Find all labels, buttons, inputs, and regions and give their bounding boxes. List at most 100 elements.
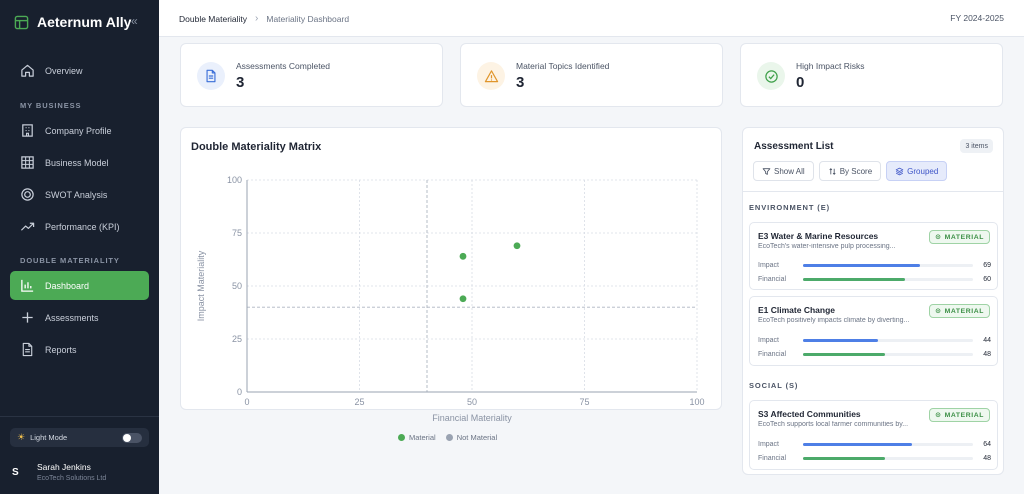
sidebar-item-label: Reports	[45, 344, 77, 355]
financial-bar-fill	[803, 456, 885, 460]
sidebar-item-label: Business Model	[45, 157, 109, 168]
x-tick-label: 75	[579, 397, 589, 407]
breadcrumb: Double Materiality › Materiality Dashboa…	[179, 13, 349, 24]
impact-score-row: Impact 64	[758, 439, 991, 449]
impact-score: 44	[983, 336, 991, 344]
legend-item-not-material[interactable]: Not Material	[445, 433, 498, 442]
y-tick-label: 75	[232, 228, 242, 238]
assessment-list-title: Assessment List	[754, 141, 834, 152]
stat-value: 0	[796, 74, 805, 91]
stat-value: 3	[236, 74, 245, 91]
filter-by-score-button[interactable]: By Score	[818, 161, 882, 181]
plus-icon	[22, 312, 33, 323]
material-badge: ⊙ MATERIAL	[929, 408, 990, 422]
impact-bar-fill	[803, 338, 878, 342]
sidebar-item-assessments[interactable]: Assessments	[10, 303, 149, 332]
topic-title: E1 Climate Change	[758, 305, 835, 315]
sidebar-item-business-model[interactable]: Business Model	[10, 148, 149, 177]
impact-bar-fill	[803, 442, 912, 446]
collapse-sidebar-icon[interactable]: «	[131, 14, 138, 28]
x-tick-label: 25	[354, 397, 364, 407]
badge-label: MATERIAL	[944, 307, 984, 315]
legend-label: Not Material	[456, 433, 498, 442]
brand[interactable]: Aeternum Ally	[14, 12, 144, 32]
impact-bar	[803, 263, 973, 267]
y-axis-label: Impact Materiality	[196, 250, 206, 321]
score-label: Impact	[758, 440, 780, 448]
score-label: Financial	[758, 454, 787, 462]
check-icon: ⊙	[935, 412, 942, 419]
check-circle-icon	[764, 69, 778, 83]
materiality-matrix-card: Double Materiality Matrix	[180, 127, 722, 410]
financial-score-row: Financial 48	[758, 349, 991, 359]
filter-grouped-button[interactable]: Grouped	[886, 161, 948, 181]
user-name: Sarah Jenkins	[37, 462, 91, 472]
list-divider	[743, 191, 1003, 192]
x-tick-label: 100	[689, 397, 704, 407]
list-item[interactable]: E3 Water & Marine Resources EcoTech's wa…	[749, 222, 998, 290]
sidebar-item-overview[interactable]: Overview	[10, 56, 149, 85]
badge-label: MATERIAL	[944, 411, 984, 419]
chevron-right-icon: ›	[255, 13, 259, 24]
theme-toggle[interactable]: ☀ Light Mode	[10, 428, 149, 447]
group-label-environment: ENVIRONMENT (E)	[749, 203, 830, 212]
financial-score: 48	[983, 350, 991, 358]
breadcrumb-item[interactable]: Double Materiality	[179, 13, 248, 24]
layout-icon	[14, 15, 29, 29]
legend-label: Material	[409, 433, 436, 442]
impact-score: 69	[983, 261, 991, 269]
layers-icon	[895, 167, 904, 175]
items-count-badge: 3 items	[960, 139, 993, 153]
home-icon	[21, 64, 34, 77]
list-item[interactable]: S3 Affected Communities EcoTech supports…	[749, 400, 998, 470]
filter-show-all-button[interactable]: Show All	[753, 161, 814, 181]
impact-score: 64	[983, 440, 991, 448]
y-tick-label: 50	[232, 281, 242, 291]
sidebar-item-reports[interactable]: Reports	[10, 335, 149, 364]
sidebar-item-dashboard[interactable]: Dashboard	[10, 271, 149, 300]
material-badge: ⊙ MATERIAL	[929, 230, 990, 244]
impact-bar	[803, 442, 973, 446]
sort-icon	[829, 167, 836, 175]
group-label-social: SOCIAL (S)	[749, 381, 799, 390]
financial-bar-fill	[803, 352, 885, 356]
trend-up-icon	[20, 222, 35, 231]
sidebar-item-company-profile[interactable]: Company Profile	[10, 116, 149, 145]
score-label: Financial	[758, 350, 787, 358]
stat-label: Material Topics Identified	[516, 61, 610, 71]
y-tick-label: 0	[237, 387, 242, 397]
financial-bar	[803, 456, 973, 460]
theme-switch[interactable]	[122, 433, 142, 443]
chart-legend: Material Not Material	[398, 433, 507, 442]
sidebar-item-label: Overview	[45, 65, 83, 76]
stat-icon-wrap	[477, 62, 505, 90]
list-item[interactable]: E1 Climate Change EcoTech positively imp…	[749, 296, 998, 366]
impact-bar-fill	[803, 263, 921, 267]
stat-card-material-topics: Material Topics Identified 3	[460, 43, 723, 107]
filter-icon	[762, 167, 771, 175]
topic-description: EcoTech's water-intensive pulp processin…	[758, 243, 896, 250]
sun-icon: ☀	[17, 432, 26, 442]
data-point	[459, 252, 467, 260]
stat-icon-wrap	[757, 62, 785, 90]
target-icon	[21, 188, 34, 201]
data-point	[459, 295, 467, 303]
stat-value: 3	[516, 74, 525, 91]
score-label: Financial	[758, 275, 787, 283]
x-tick-label: 50	[467, 397, 477, 407]
matrix-title: Double Materiality Matrix	[191, 141, 322, 153]
badge-label: MATERIAL	[944, 233, 984, 241]
theme-label: Light Mode	[30, 433, 68, 442]
y-tick-label: 100	[227, 175, 242, 185]
user-profile[interactable]: S Sarah Jenkins EcoTech Solutions Ltd	[12, 462, 106, 482]
filter-label: Show All	[774, 166, 805, 176]
y-tick-label: 25	[232, 334, 242, 344]
x-tick-label: 0	[244, 397, 249, 407]
filter-label: By Score	[839, 166, 873, 176]
sidebar-item-performance[interactable]: Performance (KPI)	[10, 212, 149, 241]
legend-item-material[interactable]: Material	[398, 433, 436, 442]
document-icon	[206, 69, 216, 83]
score-label: Impact	[758, 336, 780, 344]
sidebar-item-swot-analysis[interactable]: SWOT Analysis	[10, 180, 149, 209]
